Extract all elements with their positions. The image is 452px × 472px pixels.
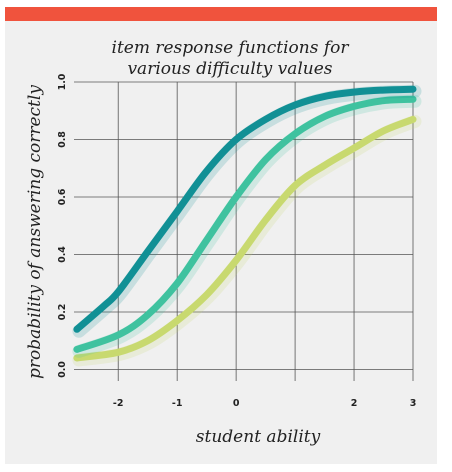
y-tick-label: 0.6	[57, 188, 68, 205]
y-tick-label: 0.8	[57, 131, 68, 148]
chart-title-line-1: item response functions for	[112, 38, 350, 58]
x-tick-label: 0	[233, 398, 240, 409]
tick-labels: -2 -1 0 2 3 0.0 0.2 0.4 0.6 0.8 1.0	[57, 73, 416, 409]
y-tick-label: 0.2	[57, 304, 68, 321]
x-tick-label: -2	[113, 398, 124, 409]
series-line	[73, 85, 417, 333]
y-tick-label: 0.0	[57, 361, 68, 378]
series-line	[73, 95, 417, 353]
x-tick-label: -1	[172, 398, 183, 409]
top-accent-bar	[5, 7, 437, 21]
y-tick-label: 1.0	[57, 73, 68, 90]
x-axis-label: student ability	[196, 427, 321, 447]
x-tick-label: 2	[351, 398, 358, 409]
series-line	[73, 115, 417, 362]
y-tick-label: 0.4	[57, 246, 68, 263]
chart-panel	[5, 21, 437, 464]
x-tick-label: 3	[410, 398, 417, 409]
series-lines	[72, 84, 422, 367]
y-axis-label: probability of answering correctly	[25, 85, 45, 379]
chart-title-line-2: various difficulty values	[127, 59, 332, 79]
